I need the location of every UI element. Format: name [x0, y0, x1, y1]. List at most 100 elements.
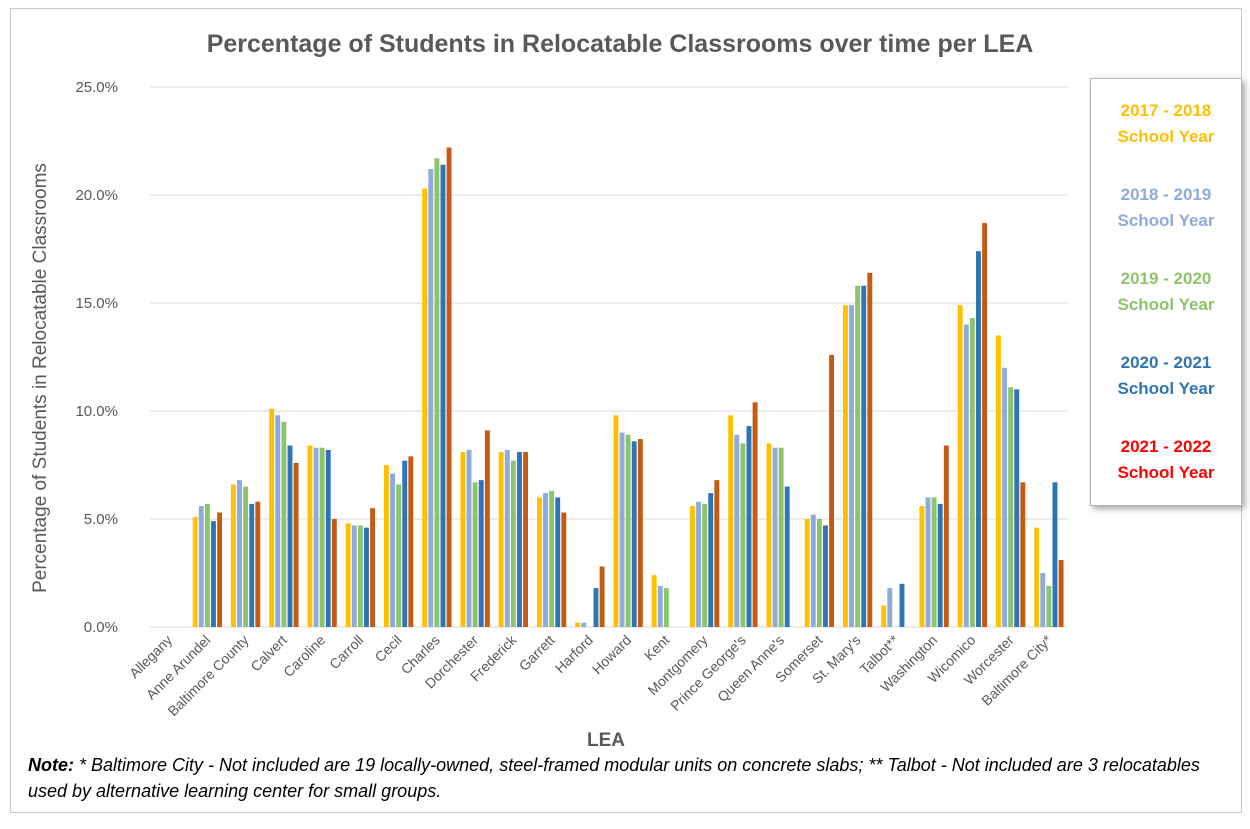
- x-tick-label: Garrett: [516, 632, 558, 674]
- bar: [593, 588, 599, 627]
- bar: [784, 486, 790, 627]
- bar: [708, 493, 714, 627]
- legend-entry-line1: 2021 - 2022: [1120, 437, 1212, 456]
- bar: [766, 443, 772, 627]
- bar: [230, 484, 236, 627]
- note-label: Note:: [28, 755, 74, 775]
- bar: [804, 519, 810, 627]
- legend-entry-line2: School Year: [1117, 379, 1215, 398]
- bar: [899, 583, 905, 627]
- bar: [460, 452, 466, 627]
- bar: [581, 622, 587, 627]
- bar: [484, 430, 490, 627]
- y-tick-label: 0.0%: [84, 619, 118, 636]
- bar: [364, 527, 369, 627]
- bar: [714, 480, 720, 627]
- bar: [217, 512, 223, 627]
- bar: [740, 443, 746, 627]
- y-tick-label: 15.0%: [75, 295, 118, 312]
- bar: [370, 508, 376, 627]
- legend-entry-line1: 2020 - 2021: [1120, 353, 1212, 372]
- bar: [204, 503, 210, 627]
- bar: [887, 588, 893, 627]
- bar: [619, 432, 625, 627]
- bar: [249, 503, 255, 627]
- bar: [408, 456, 414, 627]
- bar: [881, 605, 887, 627]
- bar: [855, 285, 861, 627]
- bar: [543, 493, 548, 627]
- x-tick-label: Kent: [641, 632, 673, 664]
- bar: [728, 415, 734, 627]
- bar: [357, 525, 363, 627]
- bar: [307, 445, 313, 627]
- legend-entry-line2: School Year: [1117, 295, 1215, 314]
- bar: [823, 525, 828, 627]
- bar: [1034, 527, 1040, 627]
- bar: [1002, 367, 1007, 627]
- bar: [434, 158, 440, 627]
- bar: [440, 164, 446, 627]
- y-axis-label: Percentage of Students in Relocatable Cl…: [30, 163, 51, 593]
- legend-entry-line1: 2018 - 2019: [1120, 185, 1212, 204]
- bar: [963, 324, 969, 627]
- gridlines: [150, 86, 1068, 628]
- bar: [1020, 482, 1026, 627]
- bars: [192, 147, 1064, 628]
- x-tick-label: Harford: [552, 632, 596, 676]
- bar: [702, 503, 708, 627]
- bar: [345, 523, 351, 627]
- y-tick-label: 5.0%: [84, 511, 118, 528]
- bar: [689, 506, 695, 627]
- bar: [842, 305, 848, 627]
- bar: [625, 434, 631, 627]
- bar: [498, 452, 504, 627]
- legend-entry-line1: 2017 - 2018: [1120, 101, 1212, 120]
- bar: [293, 462, 299, 627]
- bar: [1040, 573, 1046, 627]
- bar: [281, 421, 287, 627]
- bar: [1046, 585, 1052, 627]
- bar: [549, 490, 555, 627]
- bar: [331, 519, 337, 627]
- bar: [313, 447, 319, 627]
- bar: [816, 519, 822, 627]
- bar: [422, 188, 428, 627]
- chart-title: Percentage of Students in Relocatable Cl…: [207, 30, 1034, 58]
- bar: [555, 497, 561, 627]
- bar: [734, 434, 740, 627]
- bar: [995, 335, 1001, 627]
- bar: [255, 501, 261, 627]
- legend: 2017 - 2018 School Year 2018 - 2019 School …: [1090, 78, 1242, 506]
- x-tick-label: Howard: [589, 632, 634, 677]
- bar: [198, 506, 204, 627]
- x-axis-label: LEA: [587, 730, 625, 751]
- legend-entry-line1: 2019 - 2020: [1120, 269, 1212, 288]
- bar: [510, 460, 516, 627]
- bar: [599, 566, 605, 627]
- bar: [849, 305, 854, 627]
- bar: [772, 447, 778, 627]
- footnote: Note: * Baltimore City - Not included ar…: [28, 752, 1228, 804]
- bar: [428, 169, 434, 627]
- bar: [390, 473, 395, 627]
- bar: [402, 460, 408, 627]
- legend-entry-line2: School Year: [1117, 127, 1215, 146]
- bar: [861, 285, 867, 627]
- bar: [651, 575, 657, 627]
- bar: [957, 305, 963, 627]
- note-text: * Baltimore City - Not included are 19 l…: [28, 755, 1200, 801]
- bar: [383, 465, 389, 627]
- bar: [1008, 387, 1014, 627]
- bar: [478, 480, 484, 627]
- bar: [982, 223, 988, 627]
- bar: [969, 318, 975, 627]
- bar: [937, 503, 943, 627]
- x-tick-label: Carroll: [326, 632, 366, 672]
- bar: [517, 452, 522, 627]
- bar: [919, 506, 925, 627]
- bar: [275, 415, 281, 627]
- bar: [269, 408, 275, 627]
- bar: [1014, 389, 1020, 627]
